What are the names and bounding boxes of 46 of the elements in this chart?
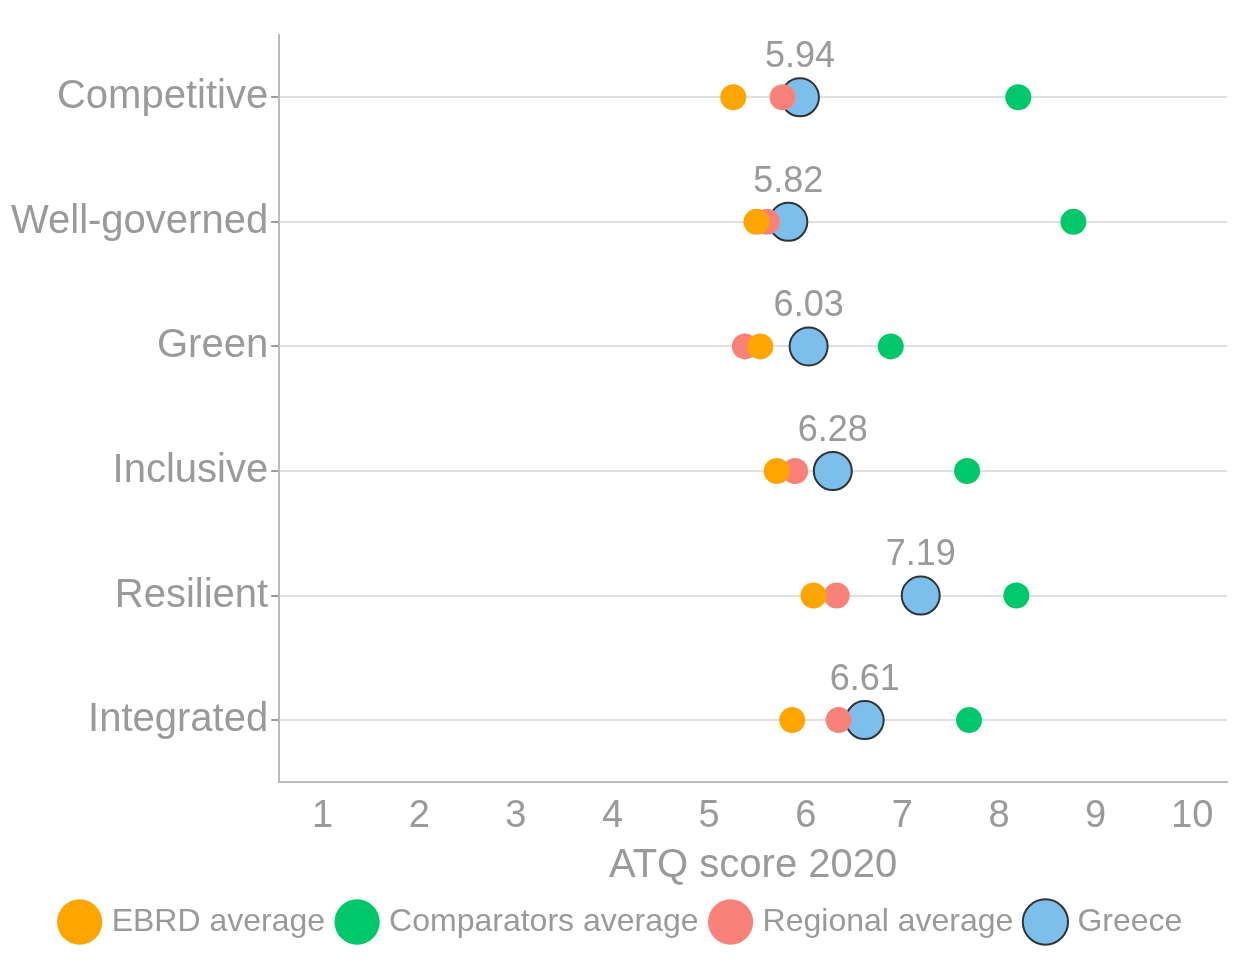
legend-label: Comparators average — [389, 901, 699, 938]
point — [1060, 208, 1087, 235]
x-tick-label: 3 — [505, 792, 527, 835]
point — [747, 333, 774, 360]
x-tick-label: 2 — [408, 792, 430, 835]
point — [769, 84, 796, 111]
x-tick-label: 4 — [601, 792, 624, 835]
data-label: 7.19 — [885, 532, 956, 574]
point — [743, 208, 770, 235]
x-axis-title: ATQ score 2020 — [608, 841, 898, 886]
y-tick-label: Green — [157, 321, 269, 366]
point — [877, 333, 904, 360]
data-label: 6.03 — [773, 283, 844, 325]
point — [956, 707, 983, 734]
y-tick-label: Resilient — [114, 570, 269, 615]
point — [720, 84, 747, 111]
y-tick-label: Inclusive — [112, 446, 269, 491]
point — [1003, 582, 1030, 609]
legend-label: EBRD average — [111, 901, 326, 938]
data-label: 6.28 — [797, 407, 868, 449]
y-tick-label: Integrated — [88, 695, 269, 740]
y-tick-label: Competitive — [56, 72, 269, 117]
point — [825, 707, 852, 734]
point — [812, 450, 853, 491]
data-label: 5.82 — [753, 158, 824, 200]
point — [779, 707, 806, 734]
point — [800, 582, 827, 609]
point — [900, 575, 941, 616]
point — [1005, 84, 1032, 111]
y-tick-label: Well-governed — [11, 196, 269, 241]
x-tick-label: 9 — [1085, 792, 1107, 835]
point — [823, 582, 850, 609]
data-label: 6.61 — [829, 657, 900, 699]
x-tick-label: 10 — [1171, 792, 1214, 835]
point — [844, 700, 885, 741]
data-label: 5.94 — [764, 34, 835, 76]
point — [954, 457, 981, 484]
point — [788, 326, 829, 367]
x-tick-label: 8 — [988, 792, 1010, 835]
x-tick-label: 7 — [891, 792, 913, 835]
point — [763, 457, 790, 484]
x-tick-label: 5 — [698, 792, 720, 835]
x-tick-label: 6 — [795, 792, 817, 835]
legend-label: Greece — [1077, 901, 1183, 938]
legend-label: Regional average — [762, 901, 1014, 938]
x-tick-label: 1 — [312, 792, 334, 835]
